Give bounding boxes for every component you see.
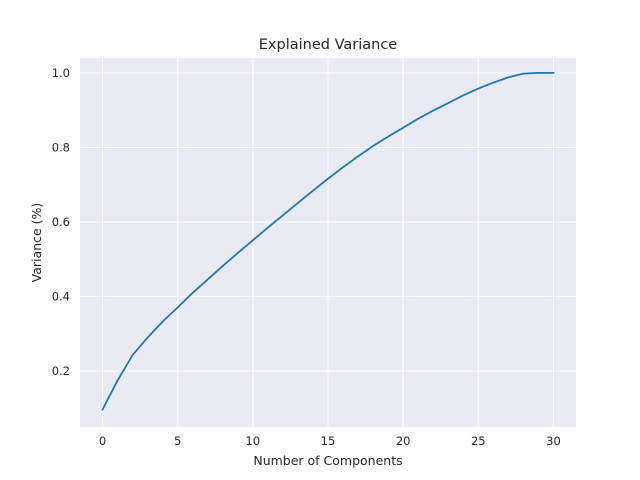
x-tick-label: 15: [321, 434, 336, 448]
y-axis-label: Variance (%): [29, 203, 44, 283]
x-tick-label: 5: [174, 434, 181, 448]
y-tick-label: 0.2: [52, 364, 70, 378]
series-layer: [101, 72, 555, 411]
x-tick-label: 20: [396, 434, 411, 448]
chart-title: Explained Variance: [259, 37, 398, 53]
x-tick-label: 10: [246, 434, 261, 448]
x-axis-label: Number of Components: [253, 453, 402, 468]
x-tick-label: 0: [99, 434, 106, 448]
series-line: [101, 72, 555, 411]
x-tick-label: 25: [471, 434, 486, 448]
y-axis-ticks: 0.2 0.4 0.6 0.8 1.0: [52, 66, 70, 378]
y-tick-label: 1.0: [52, 66, 70, 80]
y-tick-label: 0.6: [52, 215, 70, 229]
y-tick-label: 0.4: [52, 290, 70, 304]
grid: [80, 58, 576, 427]
x-tick-label: 30: [546, 434, 561, 448]
y-tick-label: 0.8: [52, 140, 70, 154]
x-axis-ticks: 0 5 10 15 20 25 30: [99, 434, 561, 448]
